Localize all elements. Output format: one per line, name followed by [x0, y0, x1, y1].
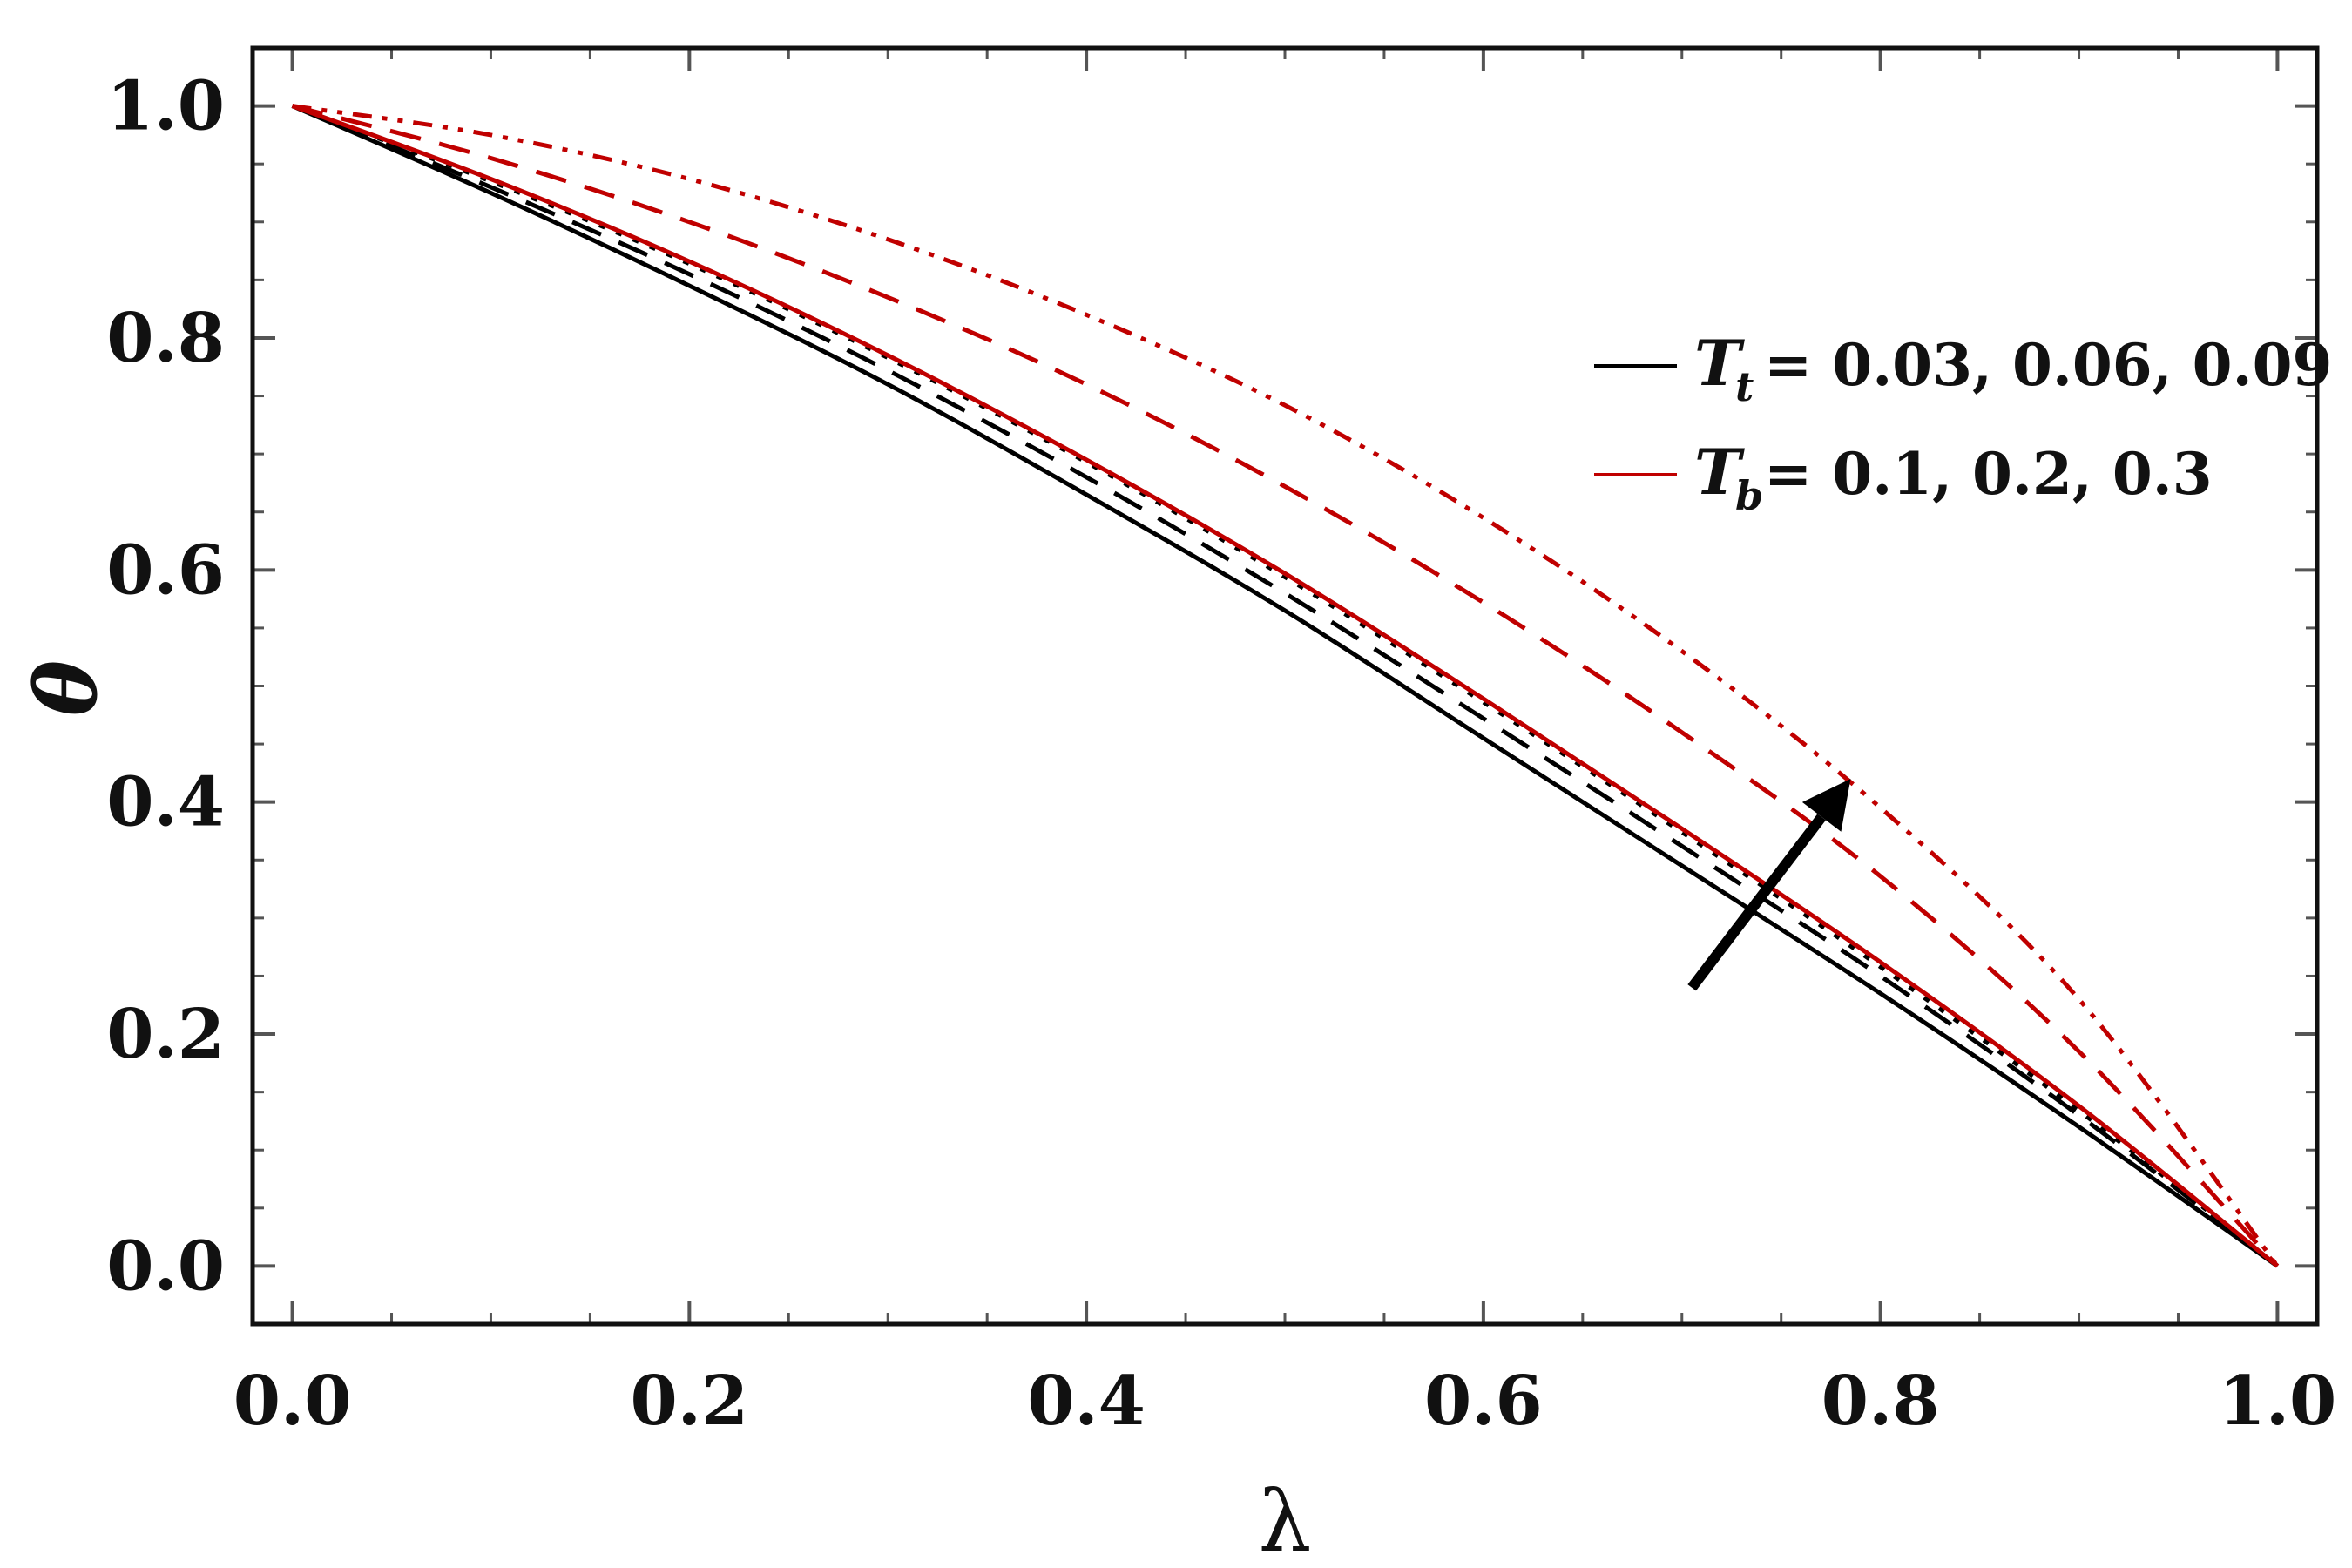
legend-subscript: t — [1735, 363, 1754, 410]
legend-symbol: T — [1694, 435, 1745, 509]
trend-arrow-shaft — [1687, 814, 1826, 991]
legend-label: = 0.1, 0.2, 0.3 — [1764, 440, 2213, 508]
y-tick-label: 0.4 — [106, 763, 225, 842]
series-line — [291, 104, 2279, 1268]
legend: Tt = 0.03, 0.06, 0.09 Tb = 0.1, 0.2, 0.3 — [1594, 326, 2332, 519]
y-tick-label: 1.0 — [106, 67, 225, 146]
y-tick-label: 0.6 — [106, 531, 225, 610]
plot-frame — [250, 45, 2320, 1327]
x-tick-label: 0.4 — [1027, 1362, 1146, 1441]
trend-arrow-head — [1801, 779, 1851, 832]
series-line — [291, 104, 2279, 1268]
legend-label: = 0.03, 0.06, 0.09 — [1764, 331, 2332, 399]
y-axis-title: θ — [17, 660, 116, 716]
x-axis-title: λ — [1259, 1473, 1312, 1568]
y-tick-label: 0.2 — [106, 995, 225, 1074]
y-axis-title-group: θ ˘ — [0, 660, 116, 716]
legend-subscript: b — [1735, 472, 1763, 519]
series-line — [291, 104, 2280, 1268]
y-tick-label: 0.8 — [106, 299, 225, 378]
x-tick-label: 1.0 — [2219, 1362, 2337, 1441]
legend-symbol: T — [1694, 326, 1745, 400]
x-tick-label: 0.8 — [1821, 1362, 1940, 1441]
y-axis-breve-accent: ˘ — [0, 675, 46, 701]
x-tick-label: 0.0 — [233, 1362, 352, 1441]
annotation-layer — [1687, 779, 1851, 991]
series-line — [292, 104, 2280, 1267]
y-tick-label: 0.0 — [106, 1227, 225, 1306]
series-line — [291, 104, 2279, 1268]
series-line — [291, 104, 2279, 1268]
x-tick-label: 0.2 — [630, 1362, 748, 1441]
series-layer — [291, 104, 2280, 1268]
tick-labels: 0.0 0.2 0.4 0.6 0.8 1.0 0.0 0.2 0.4 0.6 0.8 1.0 — [106, 67, 2336, 1441]
x-tick-label: 0.6 — [1424, 1362, 1543, 1441]
